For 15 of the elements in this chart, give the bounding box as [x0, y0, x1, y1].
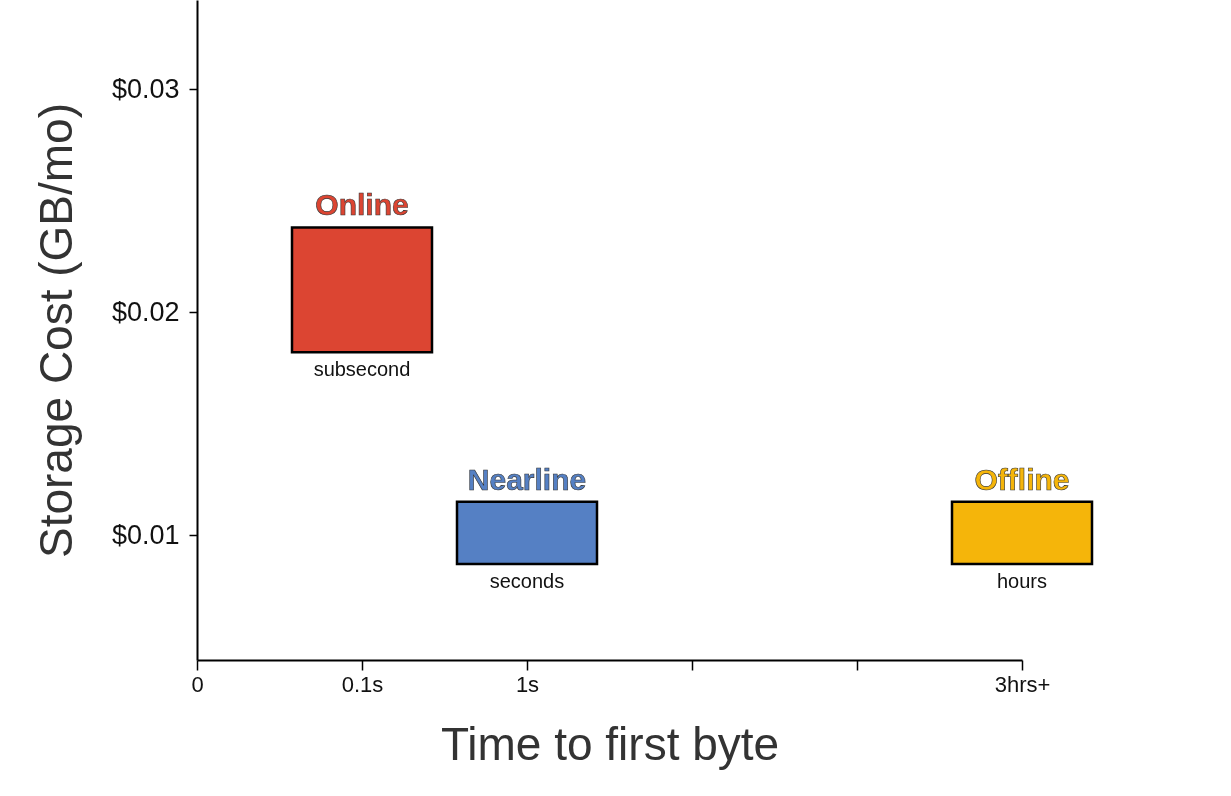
- y-tick-label: $0.02: [111, 296, 180, 327]
- x-axis-title: Time to first byte: [440, 717, 780, 770]
- y-axis-title: Storage Cost (GB/mo): [29, 102, 82, 559]
- y-tick-label: $0.01: [111, 519, 180, 550]
- x-tick-label: 3hrs+: [994, 671, 1051, 697]
- x-tick-label: 1s: [515, 671, 540, 697]
- x-tick-label: 0: [191, 671, 204, 697]
- series-label: Nearline: [467, 462, 587, 496]
- y-tick-label: $0.03: [111, 73, 180, 104]
- annotation: subsecond: [313, 358, 411, 381]
- series-label: Offline: [974, 462, 1070, 496]
- x-tick-label: 0.1s: [341, 671, 384, 697]
- annotation: seconds: [489, 570, 565, 593]
- annotation: hours: [996, 570, 1048, 593]
- series-label: Online: [315, 188, 409, 222]
